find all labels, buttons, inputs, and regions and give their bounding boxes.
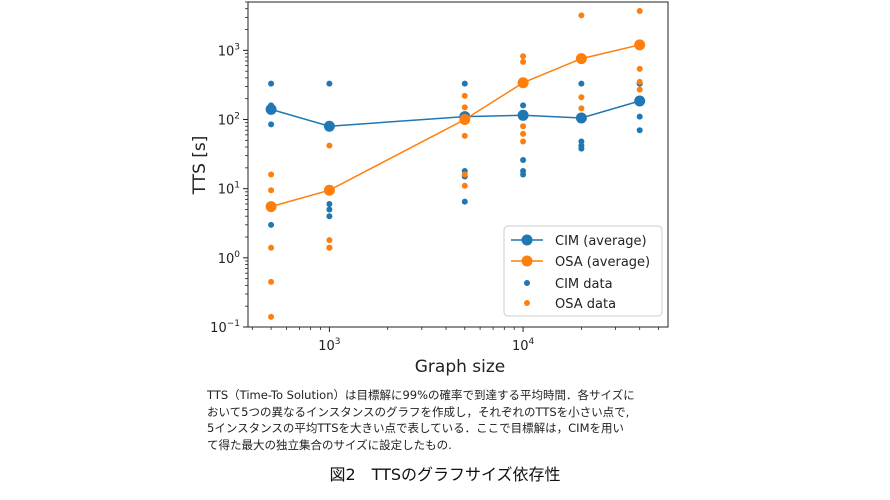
legend-cim-data-label: CIM data	[555, 277, 613, 292]
y-axis-label: TTS [s]	[190, 136, 210, 196]
x-axis-label: Graph size	[415, 357, 506, 377]
caption-line: て得た最大の独立集合のサイズに設定したもの.	[207, 437, 452, 452]
legend-osa-average-marker	[521, 255, 533, 267]
legend-cim-average-marker	[521, 234, 533, 246]
cim-data-point	[326, 80, 333, 87]
cim-average-line	[270, 100, 640, 127]
osa-data-point	[520, 130, 527, 137]
osa-data-point	[636, 86, 643, 93]
cim-data-point	[636, 127, 643, 134]
osa-average-marker	[265, 201, 277, 213]
osa-average-marker	[459, 114, 471, 126]
series-layer	[265, 8, 646, 320]
cim-average-marker	[265, 103, 277, 115]
y-tick-label: 10−1	[210, 319, 240, 336]
tts-chart: 10−1 100 101 102 103 103 104 TTS [s] Graph si…	[190, 1, 669, 377]
osa-data-point	[268, 244, 275, 251]
osa-data-point	[636, 65, 643, 72]
osa-average-marker	[517, 77, 529, 89]
y-axis-ticks: 10−1 100 101 102 103	[210, 1, 248, 336]
legend-osa-data-marker	[524, 300, 530, 306]
y-tick-label: 100	[218, 250, 241, 267]
caption-line: 5インスタンスの平均TTSを大きい点で表している．ここで目標解は，CIMを用い	[207, 421, 624, 435]
figure-caption: TTS（Time-To Solution）は目標解に99%の確率で到達する平均時…	[207, 387, 707, 453]
cim-data-point	[326, 213, 333, 220]
cim-data-point	[520, 156, 527, 163]
y-tick-label: 103	[218, 42, 240, 59]
osa-data-point	[268, 313, 275, 320]
osa-data-point	[636, 78, 643, 85]
osa-data-point	[461, 182, 468, 189]
x-axis-ticks: 103 104	[251, 327, 659, 354]
osa-average-marker	[575, 53, 587, 65]
osa-data-point	[461, 171, 468, 178]
caption-line: おいて5つの異なるインスタンスのグラフを作成し，それぞれのTTSを小さい点で,	[207, 404, 630, 419]
cim-data-point	[520, 102, 527, 109]
cim-data-point	[461, 80, 468, 87]
legend-osa-data-label: OSA data	[555, 297, 616, 312]
osa-data-point	[326, 237, 333, 244]
osa-data-point	[326, 244, 333, 251]
cim-data-point	[268, 80, 275, 87]
osa-data-point	[578, 94, 585, 101]
osa-data-point	[578, 105, 585, 112]
cim-data-point	[461, 198, 468, 205]
cim-data-point	[326, 206, 333, 213]
y-tick-label: 101	[218, 181, 240, 198]
cim-average-marker	[323, 120, 335, 132]
cim-data-point	[636, 113, 643, 120]
legend-osa-average-label: OSA (average)	[555, 255, 650, 270]
figure-title: 図2 TTSのグラフサイズ依存性	[329, 465, 561, 484]
osa-data-point	[268, 278, 275, 285]
caption-line: TTS（Time-To Solution）は目標解に99%の確率で到達する平均時…	[207, 388, 635, 402]
cim-data-point	[326, 201, 333, 208]
osa-data-point	[520, 138, 527, 145]
x-tick-label: 103	[318, 337, 340, 354]
legend-cim-data-marker	[524, 280, 530, 286]
x-tick-label: 104	[512, 337, 535, 354]
cim-data-point	[268, 221, 275, 228]
legend: CIM (average) OSA (average) CIM data OSA…	[503, 225, 663, 317]
cim-average-marker	[575, 112, 587, 124]
osa-data-point	[461, 92, 468, 99]
osa-average-marker	[323, 184, 335, 196]
osa-data-point	[636, 8, 643, 15]
osa-average-marker	[634, 39, 646, 51]
cim-data-point	[268, 121, 275, 128]
cim-data-point	[578, 80, 585, 87]
legend-frame	[503, 225, 663, 317]
cim-data-point	[520, 171, 527, 178]
osa-data-point	[461, 132, 468, 139]
osa-average-line	[270, 44, 640, 208]
y-tick-label: 102	[218, 112, 240, 129]
cim-average-marker	[634, 95, 646, 107]
osa-data-point	[268, 171, 275, 178]
osa-data-point	[520, 123, 527, 130]
osa-data-point	[520, 53, 527, 60]
osa-data-point	[326, 142, 333, 149]
legend-cim-average-label: CIM (average)	[555, 234, 647, 249]
osa-data-point	[578, 12, 585, 19]
osa-data-point	[520, 58, 527, 65]
osa-data-point	[268, 187, 275, 194]
cim-data-point	[578, 145, 585, 152]
osa-data-point	[461, 104, 468, 111]
cim-average-marker	[517, 109, 529, 121]
